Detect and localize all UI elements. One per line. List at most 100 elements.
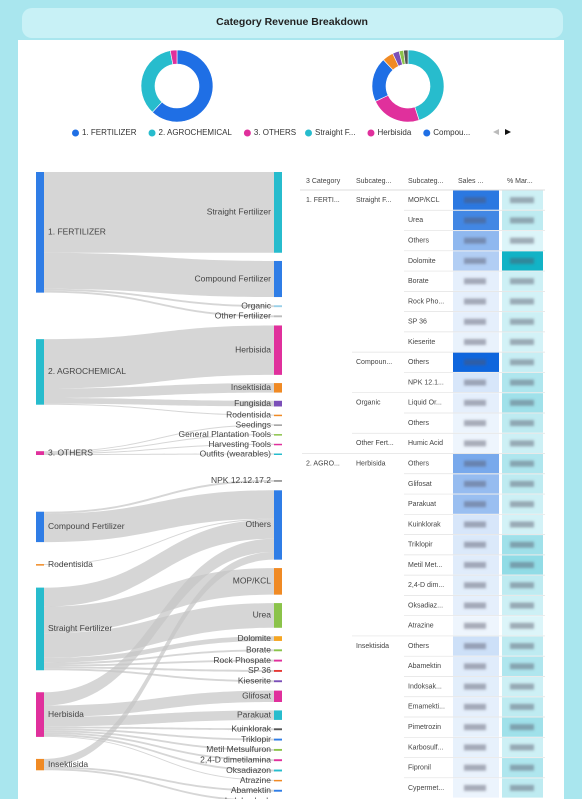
blurred-value xyxy=(464,501,486,508)
sankey-link xyxy=(44,732,274,762)
sankey-link xyxy=(44,734,274,772)
blurred-value xyxy=(510,420,534,427)
blurred-value xyxy=(464,339,486,346)
sankey-node xyxy=(274,434,282,436)
legend-swatch xyxy=(243,129,251,137)
legend-swatch xyxy=(72,129,79,137)
blurred-value xyxy=(464,359,486,366)
table-header: 3 Category xyxy=(306,178,341,185)
sankey-node xyxy=(274,305,282,308)
sankey-label: Straight Fertilizer xyxy=(48,623,112,633)
table-cell: Other Fert... xyxy=(356,440,394,447)
table-cell: Atrazine xyxy=(408,623,434,630)
sankey-link xyxy=(44,603,274,658)
sankey-node xyxy=(274,414,282,417)
blurred-value xyxy=(464,602,486,609)
sankey-label: Others xyxy=(245,519,271,529)
legend-label: 1. FERTILIZER xyxy=(82,128,137,137)
sankey-node xyxy=(274,480,282,482)
sankey-node xyxy=(274,690,282,702)
blurred-value xyxy=(510,703,534,710)
sankey-label: Compound Fertilizer xyxy=(48,521,125,531)
sankey-node xyxy=(274,172,282,253)
legend-swatch xyxy=(305,129,312,137)
blurred-value xyxy=(464,460,486,467)
sankey-node xyxy=(36,587,44,671)
blurred-value xyxy=(510,521,534,528)
sankey-label: Outfits (wearables) xyxy=(200,449,271,459)
table-cell: Others xyxy=(408,460,430,467)
donut-slice xyxy=(151,49,214,123)
sankey-link xyxy=(44,288,274,308)
table-header: % Mar... xyxy=(507,178,533,185)
table-cell: Parakuat xyxy=(408,501,436,508)
sankey-label: Glifosat xyxy=(242,691,271,701)
blurred-value xyxy=(510,744,534,751)
blurred-value xyxy=(464,643,486,650)
blurred-value xyxy=(510,399,534,406)
blurred-value xyxy=(464,764,486,771)
title: Category Revenue Breakdown xyxy=(216,16,368,28)
sankey-node xyxy=(274,315,282,318)
sankey-link xyxy=(44,453,274,455)
blurred-value xyxy=(510,602,534,609)
table-cell: Pimetrozin xyxy=(408,724,441,731)
sankey-label: Rodentisida xyxy=(48,559,93,569)
sankey-link xyxy=(44,424,274,453)
table-cell: Karbosulf... xyxy=(408,744,443,751)
blurred-value xyxy=(464,440,486,447)
table-cell: Fipronil xyxy=(408,765,431,772)
sankey-label: Kuinklorak xyxy=(231,724,271,734)
table-header: Sales ... xyxy=(458,178,483,185)
donut-slice xyxy=(407,49,445,121)
sankey-label: Urea xyxy=(253,610,272,620)
table-cell: Others xyxy=(408,359,430,366)
table-cell: Straight F... xyxy=(356,197,391,204)
table-cell: Indoksak... xyxy=(408,683,442,690)
sankey-label: 3. OTHERS xyxy=(48,447,93,457)
table-cell: MOP/KCL xyxy=(408,197,440,204)
table-cell: Cypermet... xyxy=(408,785,444,792)
sankey-label: Fungisida xyxy=(234,398,271,408)
sankey-link xyxy=(44,636,274,663)
sankey-label: Herbisida xyxy=(235,344,271,354)
sankey-node xyxy=(36,564,44,566)
blurred-value xyxy=(464,724,486,731)
sankey-node xyxy=(36,758,44,771)
sankey-node xyxy=(274,568,282,595)
table-cell: Compoun... xyxy=(356,359,392,366)
sankey-link xyxy=(44,403,274,416)
sankey-link xyxy=(44,519,274,607)
sankey-link xyxy=(44,538,274,706)
sankey-link xyxy=(44,666,274,672)
legend-swatch xyxy=(148,129,156,137)
sankey-label: Borate xyxy=(246,645,271,655)
sankey-link xyxy=(44,290,274,318)
sankey-node xyxy=(274,710,282,720)
sankey-label: Other Fertilizer xyxy=(215,311,271,321)
legend-prev[interactable] xyxy=(493,129,499,135)
sankey-label: Seedings xyxy=(236,419,271,429)
sankey-link xyxy=(44,252,274,298)
legend-label: 3. OTHERS xyxy=(254,128,296,137)
sankey-link xyxy=(44,172,274,253)
blurred-value xyxy=(510,784,534,791)
table-cell: 2,4-D dim... xyxy=(408,582,444,589)
sankey-node xyxy=(274,748,282,751)
legend-next[interactable] xyxy=(505,129,511,135)
sankey-link xyxy=(44,690,274,717)
sankey-link xyxy=(44,726,274,731)
sankey-link xyxy=(44,490,274,543)
legend-swatch xyxy=(367,129,375,137)
sankey-link xyxy=(44,735,274,781)
sankey-link xyxy=(44,325,274,389)
sankey-label: Compound Fertilizer xyxy=(194,273,271,283)
sankey-node xyxy=(274,659,282,662)
sankey-label: Triklopir xyxy=(241,734,271,744)
sankey-link xyxy=(44,728,274,741)
table-cell: Oksadiaz... xyxy=(408,602,443,609)
sankey-link xyxy=(44,383,274,399)
blurred-value xyxy=(510,359,534,366)
table-cell: Urea xyxy=(408,217,423,224)
